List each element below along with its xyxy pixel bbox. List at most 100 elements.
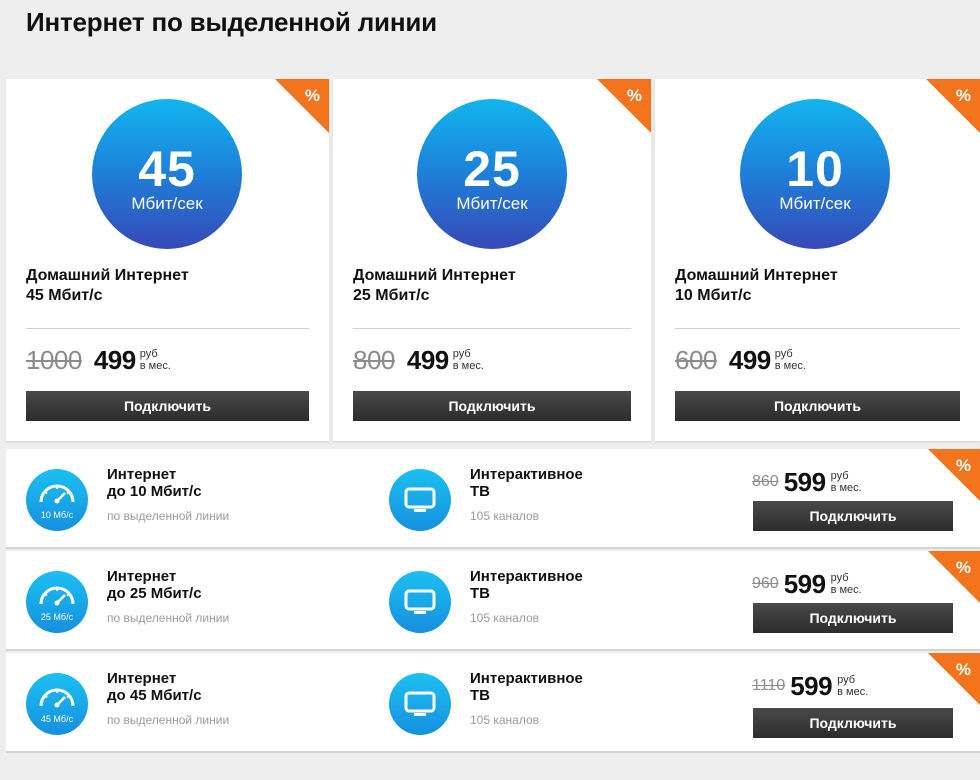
price-unit: руб в мес. (775, 348, 806, 372)
old-price: 1110 (752, 677, 786, 694)
currency: руб (830, 470, 849, 482)
tv-title: Интерактивное ТВ (470, 466, 583, 500)
speed-circle: 25 Мбит/сек (417, 99, 567, 249)
gauge-label: 10 Мб/с (40, 510, 74, 520)
discount-badge: % (928, 653, 980, 705)
percent-icon: % (626, 86, 642, 105)
connect-button[interactable]: Подключить (753, 708, 953, 738)
speed-unit: Мбит/сек (779, 194, 851, 213)
connect-button[interactable]: Подключить (753, 501, 953, 531)
internet-title: Интернет до 10 Мбит/с (107, 466, 202, 500)
currency: руб (774, 348, 793, 360)
period: в мес. (139, 360, 171, 372)
internet-title-line1: Интернет (107, 568, 177, 585)
price-block: 860 599 руб в мес. (752, 466, 862, 498)
tv-icon (389, 469, 451, 531)
old-price: 860 (752, 473, 779, 490)
current-price: 599 (790, 670, 833, 701)
tariff-name: Домашний Интернет 25 Мбит/с (353, 266, 516, 306)
tariff-name-line2: 25 Мбит/с (353, 287, 430, 304)
currency: руб (139, 348, 158, 360)
percent-icon: % (955, 558, 971, 577)
current-price: 499 (93, 344, 136, 375)
tariff-name-line1: Домашний Интернет (675, 267, 838, 284)
price-block: 1000 499 руб в мес. (26, 342, 171, 378)
tariff-name: Домашний Интернет 10 Мбит/с (675, 266, 838, 306)
speedometer-icon: 25 Мб/с (26, 571, 88, 633)
gauge-label: 25 Мб/с (40, 612, 74, 622)
price-block: 800 499 руб в мес. (353, 342, 484, 378)
page-title: Интернет по выделенной линии (26, 7, 437, 37)
discount-badge: % (928, 449, 980, 501)
tariff-name-line1: Домашний Интернет (26, 267, 189, 284)
internet-title: Интернет до 45 Мбит/с (107, 670, 202, 704)
currency: руб (837, 674, 856, 686)
tv-title-line2: ТВ (470, 483, 490, 500)
speed-value: 25 (463, 141, 521, 197)
tariff-card: % 10 Мбит/сек Домашний Интернет 10 Мбит/… (655, 79, 980, 441)
divider (353, 328, 631, 329)
tv-subtitle: 105 каналов (470, 509, 540, 523)
tv-icon (389, 673, 451, 735)
tv-subtitle: 105 каналов (470, 611, 540, 625)
period: в мес. (830, 584, 862, 596)
current-price: 599 (783, 466, 826, 497)
speed-circle: 10 Мбит/сек (740, 99, 890, 249)
internet-title-line1: Интернет (107, 670, 177, 687)
internet-title-line2: до 10 Мбит/с (107, 483, 202, 500)
tv-title-line1: Интерактивное (470, 466, 583, 483)
divider (675, 328, 960, 329)
speed-unit: Мбит/сек (131, 194, 203, 213)
internet-title-line2: до 45 Мбит/с (107, 687, 202, 704)
old-price: 600 (675, 344, 717, 375)
speed-circle: 45 Мбит/сек (92, 99, 242, 249)
speedometer-icon: 45 Мб/с (26, 673, 88, 735)
discount-badge: % (597, 79, 651, 133)
speed-unit: Мбит/сек (456, 194, 528, 213)
tariff-card: % 45 Мбит/сек Домашний Интернет 45 Мбит/… (6, 79, 329, 441)
tv-subtitle: 105 каналов (470, 713, 540, 727)
price-unit: руб в мес. (140, 348, 171, 372)
percent-icon: % (955, 456, 971, 475)
period: в мес. (452, 360, 484, 372)
connect-button[interactable]: Подключить (675, 391, 960, 421)
price-unit: руб в мес. (837, 674, 868, 698)
connect-button[interactable]: Подключить (353, 391, 631, 421)
old-price: 1000 (26, 344, 82, 375)
old-price: 960 (752, 575, 779, 592)
price-unit: руб в мес. (453, 348, 484, 372)
currency: руб (830, 572, 849, 584)
currency: руб (452, 348, 471, 360)
price-unit: руб в мес. (831, 470, 862, 494)
connect-button[interactable]: Подключить (753, 603, 953, 633)
speed-value: 45 (138, 141, 196, 197)
internet-title-line2: до 25 Мбит/с (107, 585, 202, 602)
price-unit: руб в мес. (831, 572, 862, 596)
speedometer-icon: 10 Мб/с (26, 469, 88, 531)
tariff-card: % 25 Мбит/сек Домашний Интернет 25 Мбит/… (333, 79, 651, 441)
connect-button[interactable]: Подключить (26, 391, 309, 421)
internet-subtitle: по выделенной линии (107, 611, 230, 625)
internet-subtitle: по выделенной линии (107, 713, 230, 727)
internet-title: Интернет до 25 Мбит/с (107, 568, 202, 602)
current-price: 599 (783, 568, 826, 599)
divider (26, 328, 309, 329)
period: в мес. (774, 360, 806, 372)
tv-icon (389, 571, 451, 633)
bundle-row: % 45 Мб/с Интернет до 45 Мбит/с по выдел… (6, 653, 980, 753)
discount-badge: % (928, 551, 980, 603)
old-price: 800 (353, 344, 395, 375)
tv-title: Интерактивное ТВ (470, 568, 583, 602)
tv-title-line2: ТВ (470, 585, 490, 602)
discount-badge: % (926, 79, 980, 133)
bundle-row: % 25 Мб/с Интернет до 25 Мбит/с по выдел… (6, 551, 980, 651)
period: в мес. (830, 482, 862, 494)
percent-icon: % (304, 86, 320, 105)
current-price: 499 (406, 344, 449, 375)
price-block: 1110 599 руб в мес. (752, 670, 868, 702)
internet-subtitle: по выделенной линии (107, 509, 230, 523)
tv-title-line2: ТВ (470, 687, 490, 704)
current-price: 499 (728, 344, 771, 375)
tv-title-line1: Интерактивное (470, 568, 583, 585)
gauge-label: 45 Мб/с (40, 714, 74, 724)
